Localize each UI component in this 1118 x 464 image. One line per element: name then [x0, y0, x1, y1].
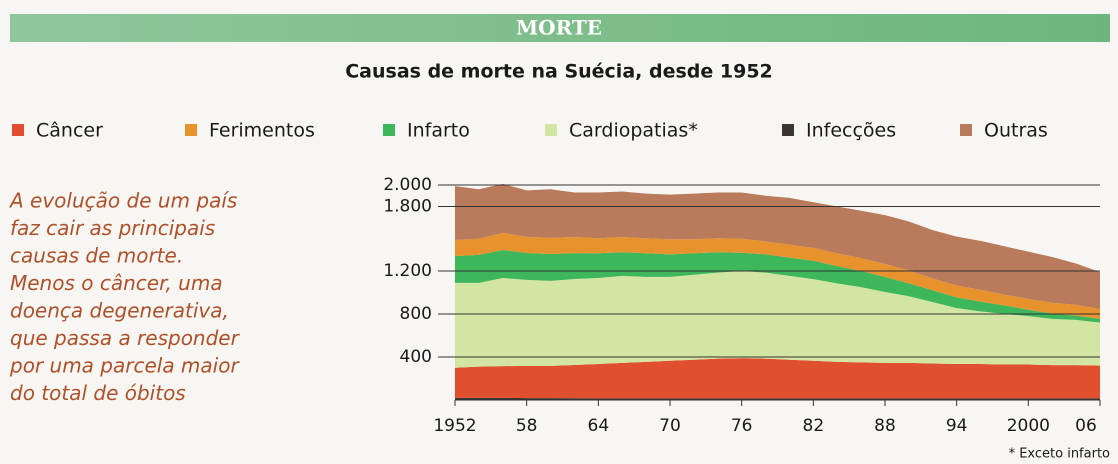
x-tick-label: 70 — [659, 416, 681, 436]
y-tick-label: 1.200 — [383, 261, 432, 281]
legend-label: Câncer — [36, 120, 103, 142]
legend-label: Cardiopatias* — [569, 120, 698, 142]
annotation-line: Menos o câncer, uma — [10, 271, 223, 295]
y-tick-label: 400 — [400, 347, 432, 367]
annotation-line: que passa a responder — [10, 326, 241, 350]
x-tick-label: 64 — [588, 416, 610, 436]
footnote: * Exceto infarto — [1009, 447, 1110, 462]
area — [455, 250, 1100, 323]
x-tick-label: 94 — [946, 416, 968, 436]
x-tick-label: 06 — [1075, 416, 1097, 436]
header: MORTE — [516, 16, 602, 40]
area — [455, 271, 1100, 368]
x-tick-label: 88 — [874, 416, 896, 436]
annotation-line: do total de óbitos — [10, 381, 186, 405]
annotation-line: faz cair as principais — [10, 216, 215, 240]
legend-swatch — [782, 124, 794, 136]
area — [455, 232, 1100, 319]
legend-label: Ferimentos — [209, 120, 315, 142]
x-tick-label: 1952 — [433, 416, 476, 436]
x-tick-label: 76 — [731, 416, 753, 436]
y-tick-label: 1.800 — [383, 197, 432, 217]
area — [455, 183, 1100, 310]
annotation-line: por uma parcela maior — [9, 354, 240, 378]
legend-swatch — [545, 124, 557, 136]
x-tick-label: 2000 — [1007, 416, 1050, 436]
annotation-line: doença degenerativa, — [10, 299, 229, 323]
legend-label: Infecções — [806, 120, 896, 142]
annotation-line: causas de morte. — [10, 244, 183, 268]
header-bar — [10, 14, 1110, 42]
y-tick-label: 2.000 — [383, 175, 432, 195]
x-tick-label: 58 — [516, 416, 538, 436]
legend-swatch — [383, 124, 395, 136]
annotation-line: A evolução de um país — [8, 189, 237, 213]
legend-swatch — [185, 124, 197, 136]
legend-swatch — [12, 124, 24, 136]
legend-swatch — [960, 124, 972, 136]
y-tick-label: 800 — [400, 304, 432, 324]
x-tick-label: 82 — [803, 416, 825, 436]
area — [455, 358, 1100, 399]
chart-title: Causas de morte na Suécia, desde 1952 — [345, 61, 773, 83]
legend-label: Outras — [984, 120, 1048, 142]
legend-label: Infarto — [407, 120, 470, 142]
